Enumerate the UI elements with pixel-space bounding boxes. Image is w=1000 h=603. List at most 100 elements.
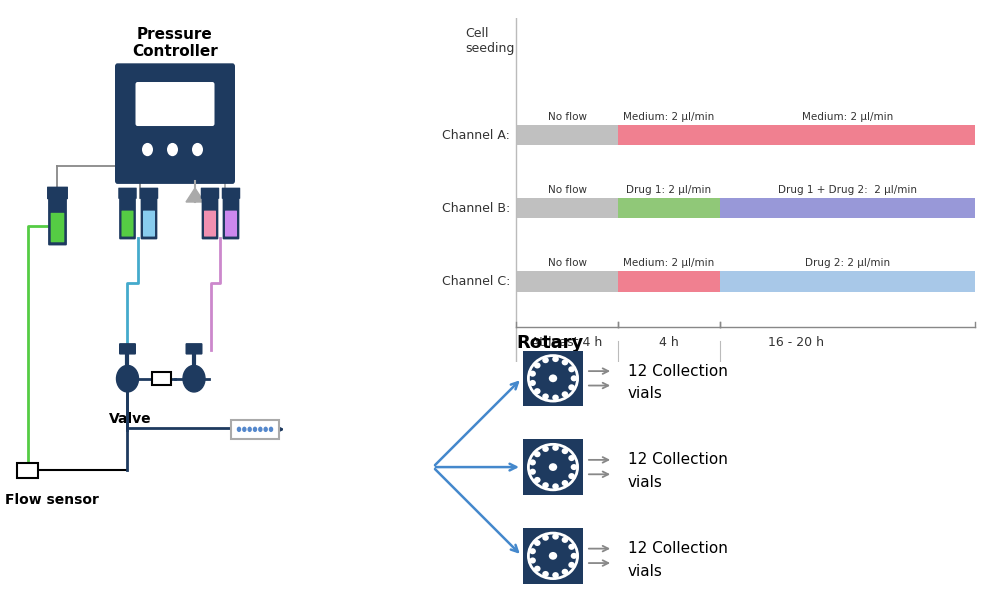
Circle shape: [269, 427, 273, 432]
Text: 16 - 20 h: 16 - 20 h: [768, 336, 824, 349]
Circle shape: [542, 482, 549, 488]
Circle shape: [562, 448, 568, 454]
Circle shape: [562, 359, 568, 365]
Text: vials: vials: [628, 387, 663, 402]
Circle shape: [552, 484, 559, 490]
Bar: [516, 271, 618, 292]
Circle shape: [242, 427, 247, 432]
Text: Drug 1: 2 μl/min: Drug 1: 2 μl/min: [626, 185, 712, 195]
FancyBboxPatch shape: [121, 210, 134, 236]
Circle shape: [534, 362, 541, 368]
FancyBboxPatch shape: [47, 186, 68, 199]
Circle shape: [562, 480, 568, 486]
FancyBboxPatch shape: [202, 197, 218, 239]
Text: 4 h: 4 h: [659, 336, 679, 349]
Circle shape: [549, 374, 557, 382]
FancyBboxPatch shape: [152, 372, 170, 385]
Circle shape: [571, 375, 577, 381]
Circle shape: [142, 143, 153, 156]
Circle shape: [562, 537, 568, 543]
Text: No flow: No flow: [548, 185, 587, 195]
Circle shape: [258, 427, 263, 432]
Text: Pressure
Controller: Pressure Controller: [132, 27, 218, 59]
Circle shape: [562, 391, 568, 397]
Circle shape: [542, 446, 549, 452]
Circle shape: [529, 459, 536, 466]
Circle shape: [542, 571, 549, 577]
Circle shape: [552, 445, 559, 451]
Circle shape: [542, 357, 549, 363]
Circle shape: [534, 566, 541, 572]
FancyBboxPatch shape: [523, 528, 583, 584]
FancyBboxPatch shape: [115, 63, 235, 184]
FancyBboxPatch shape: [225, 210, 237, 236]
Circle shape: [529, 548, 536, 554]
Circle shape: [552, 572, 559, 578]
Text: 12 Collection: 12 Collection: [628, 541, 728, 556]
Bar: [516, 125, 618, 145]
Circle shape: [568, 562, 575, 568]
FancyBboxPatch shape: [119, 343, 136, 355]
Bar: [720, 198, 975, 218]
Text: Valve: Valve: [109, 412, 151, 426]
Bar: [618, 271, 720, 292]
Bar: [516, 198, 618, 218]
FancyBboxPatch shape: [140, 188, 158, 199]
FancyBboxPatch shape: [17, 463, 38, 478]
Text: 12 Collection: 12 Collection: [628, 364, 728, 379]
Circle shape: [568, 384, 575, 390]
Circle shape: [183, 365, 205, 392]
Text: Medium: 2 μl/min: Medium: 2 μl/min: [623, 112, 715, 122]
FancyBboxPatch shape: [223, 197, 239, 239]
Text: Flow sensor: Flow sensor: [5, 493, 99, 507]
Circle shape: [192, 143, 203, 156]
Circle shape: [552, 534, 559, 540]
Text: vials: vials: [628, 475, 663, 490]
FancyBboxPatch shape: [201, 188, 219, 199]
FancyBboxPatch shape: [523, 440, 583, 495]
Circle shape: [529, 380, 536, 386]
Circle shape: [568, 455, 575, 461]
Text: Channel B:: Channel B:: [442, 202, 510, 215]
Circle shape: [568, 473, 575, 479]
Circle shape: [529, 469, 536, 475]
Circle shape: [116, 365, 138, 392]
Text: No flow: No flow: [548, 112, 587, 122]
FancyBboxPatch shape: [523, 350, 583, 406]
Text: Medium: 2 μl/min: Medium: 2 μl/min: [802, 112, 893, 122]
FancyBboxPatch shape: [136, 82, 214, 126]
Bar: [720, 271, 975, 292]
Text: Drug 1 + Drug 2:  2 μl/min: Drug 1 + Drug 2: 2 μl/min: [778, 185, 917, 195]
Text: Channel C:: Channel C:: [442, 275, 510, 288]
Bar: [618, 198, 720, 218]
Circle shape: [167, 143, 178, 156]
Circle shape: [534, 540, 541, 546]
Circle shape: [568, 366, 575, 372]
Circle shape: [534, 388, 541, 394]
Text: Drug 2: 2 μl/min: Drug 2: 2 μl/min: [805, 258, 890, 268]
Circle shape: [552, 394, 559, 400]
Bar: [618, 125, 720, 145]
Circle shape: [542, 393, 549, 400]
Circle shape: [571, 553, 577, 559]
Circle shape: [253, 427, 257, 432]
Circle shape: [247, 427, 252, 432]
FancyBboxPatch shape: [141, 197, 157, 239]
Circle shape: [263, 427, 268, 432]
Text: Rotary
Valve: Rotary Valve: [516, 334, 584, 373]
Circle shape: [562, 569, 568, 575]
FancyBboxPatch shape: [118, 188, 137, 199]
Circle shape: [549, 552, 557, 560]
Circle shape: [529, 371, 536, 377]
Circle shape: [542, 535, 549, 541]
FancyBboxPatch shape: [51, 213, 64, 242]
FancyBboxPatch shape: [186, 343, 202, 355]
Bar: [720, 125, 975, 145]
Circle shape: [552, 356, 559, 362]
Text: At least 4 h: At least 4 h: [531, 336, 603, 349]
Text: Medium: 2 μl/min: Medium: 2 μl/min: [623, 258, 715, 268]
FancyBboxPatch shape: [119, 197, 136, 239]
Text: Channel A:: Channel A:: [442, 128, 510, 142]
Text: Cell
seeding: Cell seeding: [465, 27, 514, 55]
Circle shape: [549, 463, 557, 471]
